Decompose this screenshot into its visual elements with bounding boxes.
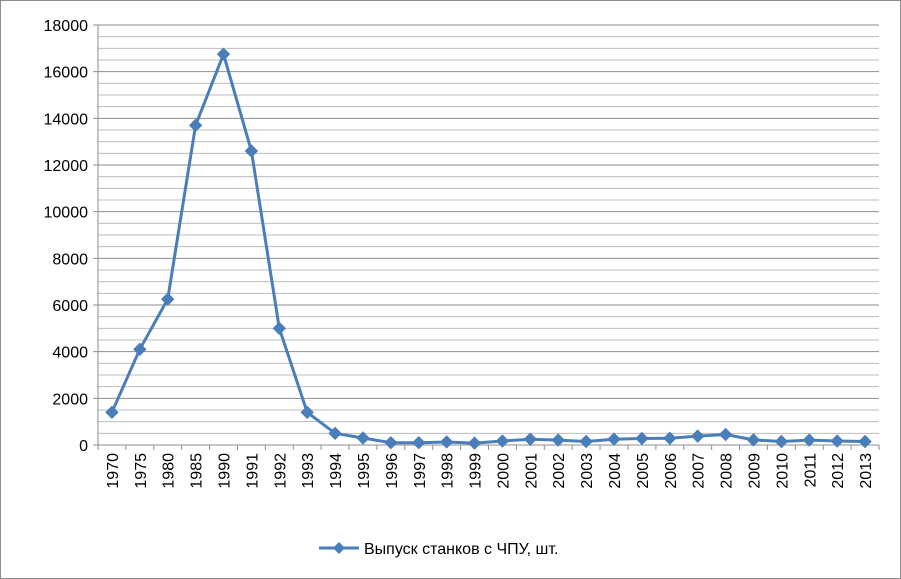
x-tick-label: 2012 xyxy=(830,453,847,489)
y-tick-label: 4000 xyxy=(52,345,88,362)
legend-diamond-marker xyxy=(333,542,345,554)
data-point-marker xyxy=(384,435,398,450)
data-point-marker xyxy=(300,405,314,420)
x-tick-label: 1980 xyxy=(161,453,178,489)
y-tick-label: 14000 xyxy=(44,111,89,128)
data-point-marker xyxy=(579,434,593,449)
y-tick-label: 6000 xyxy=(52,298,88,315)
x-tick-label: 2002 xyxy=(551,453,568,489)
data-point-marker xyxy=(495,434,510,448)
x-tick-labels: 1970 1975 1980 1985 1990 1991 1992 1993 1994 1995… xyxy=(105,453,875,489)
x-tick-label: 1990 xyxy=(217,453,234,489)
series-line xyxy=(110,52,866,445)
data-point-marker xyxy=(607,432,621,446)
x-tick-label: 1993 xyxy=(300,453,317,489)
x-tick-label: 1997 xyxy=(412,453,429,489)
x-tick-label: 2010 xyxy=(774,453,791,489)
data-point-marker xyxy=(858,434,872,449)
data-point-marker xyxy=(105,405,119,420)
y-tick-label: 16000 xyxy=(44,65,89,82)
y-tick-label: 12000 xyxy=(44,158,89,175)
x-tick-label: 1991 xyxy=(244,453,261,489)
data-point-marker xyxy=(356,431,370,445)
data-point-marker xyxy=(802,433,816,447)
data-point-marker xyxy=(551,433,565,447)
gridlines xyxy=(98,24,879,434)
x-tick-label: 1996 xyxy=(384,453,401,489)
x-tick-label: 1998 xyxy=(440,453,457,489)
data-point-marker xyxy=(244,144,259,158)
data-point-marker xyxy=(746,433,761,447)
y-tick-label: 0 xyxy=(79,438,88,455)
data-point-marker xyxy=(523,432,538,446)
series-layer xyxy=(105,47,872,450)
x-tick-label: 1992 xyxy=(272,453,289,489)
data-point-marker xyxy=(830,434,844,448)
x-tick-label: 1995 xyxy=(356,453,373,489)
data-point-marker xyxy=(188,118,203,133)
x-tick-label: 2003 xyxy=(579,453,596,489)
x-tick-label: 2011 xyxy=(802,453,819,488)
data-point-marker xyxy=(439,435,454,449)
y-tick-label: 18000 xyxy=(44,18,89,35)
x-tick-label: 2008 xyxy=(719,453,736,489)
x-tick-label: 2007 xyxy=(691,453,708,489)
data-point-marker xyxy=(663,431,677,445)
x-tick-label: 2006 xyxy=(663,453,680,489)
x-tick-label: 1975 xyxy=(133,453,150,489)
data-point-marker xyxy=(467,436,482,450)
x-tick-label: 1999 xyxy=(468,453,485,489)
x-tick-label: 2005 xyxy=(635,453,652,489)
data-point-marker xyxy=(774,434,789,449)
axes xyxy=(93,24,880,450)
data-point-marker xyxy=(161,292,175,306)
data-point-marker xyxy=(328,426,342,441)
x-tick-label: 2009 xyxy=(746,453,763,489)
x-tick-label: 1970 xyxy=(105,453,122,489)
x-tick-label: 2004 xyxy=(607,453,624,489)
x-tick-label: 1985 xyxy=(189,453,206,489)
data-point-marker xyxy=(272,321,287,336)
data-point-marker xyxy=(690,429,705,443)
y-tick-label: 8000 xyxy=(52,251,88,268)
x-tick-label: 2013 xyxy=(858,453,875,489)
data-point-marker xyxy=(216,47,231,61)
data-point-marker xyxy=(133,342,147,357)
y-tick-label: 2000 xyxy=(52,391,88,408)
legend-label: Выпуск станков с ЧПУ, шт. xyxy=(364,541,558,558)
data-point-marker xyxy=(412,435,426,450)
legend: Выпуск станков с ЧПУ, шт. xyxy=(319,541,558,558)
x-tick-label: 1994 xyxy=(328,453,345,489)
data-point-marker xyxy=(718,427,733,442)
y-tick-label: 10000 xyxy=(44,205,89,222)
data-point-marker xyxy=(635,431,649,446)
x-tick-label: 2001 xyxy=(523,453,540,489)
x-tick-label: 2000 xyxy=(495,453,512,489)
y-tick-labels: 0 2000 4000 6000 8000 10000 12000 14000 16000 180… xyxy=(44,18,89,455)
